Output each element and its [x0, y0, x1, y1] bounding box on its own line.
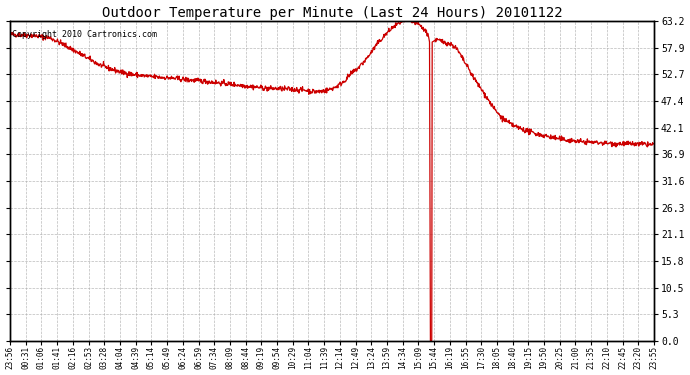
Text: Copyright 2010 Cartronics.com: Copyright 2010 Cartronics.com: [12, 30, 157, 39]
Title: Outdoor Temperature per Minute (Last 24 Hours) 20101122: Outdoor Temperature per Minute (Last 24 …: [101, 6, 562, 20]
